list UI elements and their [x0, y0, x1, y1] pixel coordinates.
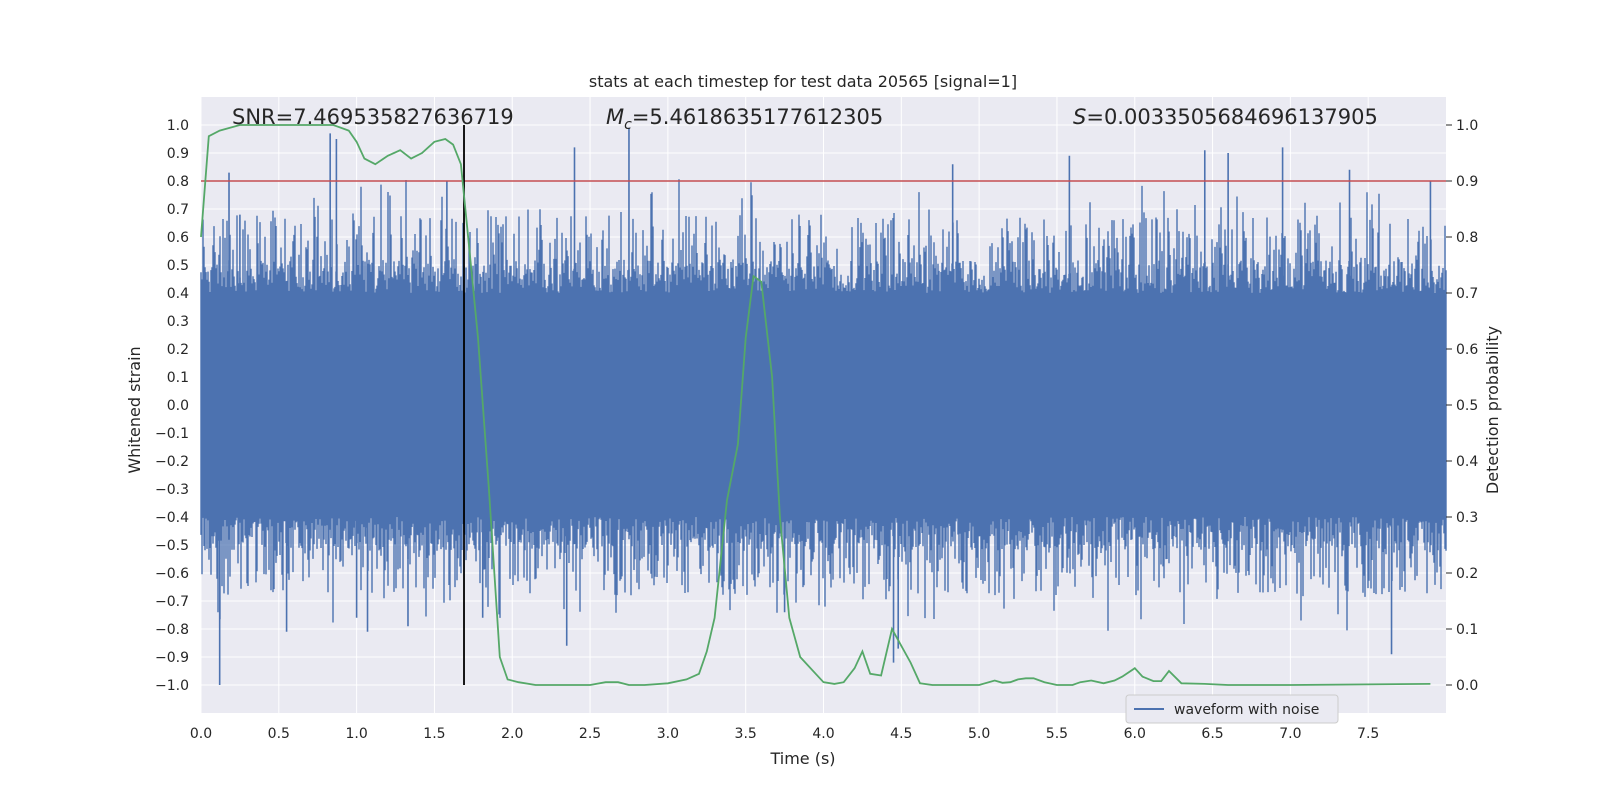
y-tick-label: −0.6: [155, 566, 189, 582]
y-tick-label: 0.4: [167, 286, 189, 302]
y-tick-label: −1.0: [155, 678, 189, 694]
x-tick-label: 4.5: [890, 726, 912, 742]
y-tick-label: 0.5: [167, 258, 189, 274]
x-tick-label: 5.5: [1046, 726, 1068, 742]
y2-tick-label: 0.8: [1456, 230, 1478, 246]
x-axis-ticks: 0.0 0.5 1.0 1.5 2.0 2.5 3.0 3.5 4.0 4.5 5.0 5.5 6.0 6…: [190, 726, 1379, 742]
x-tick-label: 0.0: [190, 726, 212, 742]
s-annotation: S=0.0033505684696137905: [1073, 105, 1378, 129]
y2-tick-label: 0.9: [1456, 174, 1478, 190]
y-tick-label: 0.7: [167, 202, 189, 218]
x-tick-label: 1.0: [345, 726, 367, 742]
y-tick-label: 0.8: [167, 174, 189, 190]
x-axis-label: Time (s): [769, 749, 835, 768]
x-tick-label: 6.0: [1124, 726, 1146, 742]
legend-box: [1125, 694, 1339, 724]
s-value: =0.0033505684696137905: [1086, 105, 1378, 129]
x-tick-label: 7.5: [1357, 726, 1379, 742]
y2-tick-label: 1.0: [1456, 118, 1478, 134]
y2-tick-label: 0.7: [1456, 286, 1478, 302]
chart-title: stats at each timestep for test data 205…: [589, 72, 1017, 91]
y-axis-label: Whitened strain: [125, 346, 144, 473]
x-tick-label: 2.0: [501, 726, 523, 742]
x-tick-label: 0.5: [268, 726, 290, 742]
y2-tick-label: 0.3: [1456, 510, 1478, 526]
x-tick-label: 3.0: [657, 726, 679, 742]
y2-tick-label: 0.4: [1456, 454, 1478, 470]
y2-tick-label: 0.6: [1456, 342, 1478, 358]
s-symbol: S: [1073, 105, 1086, 129]
y-tick-label: 0.1: [167, 370, 189, 386]
y-tick-label: −0.9: [155, 650, 189, 666]
chirp-mass-value: =5.4618635177612305: [632, 105, 883, 129]
x-tick-label: 1.5: [423, 726, 445, 742]
y-tick-label: −0.8: [155, 622, 189, 638]
x-tick-label: 3.5: [735, 726, 757, 742]
y-tick-label: 1.0: [167, 118, 189, 134]
y-tick-label: −0.7: [155, 594, 189, 610]
x-tick-label: 6.5: [1201, 726, 1223, 742]
y-tick-label: 0.0: [167, 398, 189, 414]
y-tick-label: 0.6: [167, 230, 189, 246]
snr-annotation: SNR=7.469535827636719: [232, 105, 514, 129]
chirp-mass-subscript: c: [624, 117, 632, 133]
y2-tick-label: 0.1: [1456, 622, 1478, 638]
y-tick-label: 0.2: [167, 342, 189, 358]
y2-tick-label: 0.5: [1456, 398, 1478, 414]
y-axis-ticks: 1.0 0.9 0.8 0.7 0.6 0.5 0.4 0.3 0.2 0.1 0.0 −0.1 −0.…: [155, 118, 189, 694]
chirp-mass-annotation: Mc=5.4618635177612305: [606, 105, 883, 133]
x-tick-label: 5.0: [968, 726, 990, 742]
chirp-mass-symbol: M: [606, 105, 624, 129]
waveform-body: [200, 179, 1447, 631]
x-tick-label: 4.0: [812, 726, 834, 742]
y-tick-label: −0.4: [155, 510, 189, 526]
x-tick-label: 2.5: [579, 726, 601, 742]
waveform-series: [200, 127, 1447, 685]
y2-tick-label: 0.0: [1456, 678, 1478, 694]
y2-axis-ticks: 1.0 0.9 0.8 0.7 0.6 0.5 0.4 0.3 0.2 0.1 0.0: [1446, 118, 1478, 694]
detection-probability-line: [200, 124, 1431, 686]
y-tick-label: 0.9: [167, 146, 189, 162]
y-tick-label: −0.3: [155, 482, 189, 498]
y2-tick-label: 0.2: [1456, 566, 1478, 582]
y-tick-label: −0.5: [155, 538, 189, 554]
legend-label: waveform with noise: [1174, 702, 1319, 718]
legend: waveform with noise: [1125, 694, 1339, 724]
x-tick-label: 7.0: [1279, 726, 1301, 742]
y-tick-label: −0.2: [155, 454, 189, 470]
y-tick-label: 0.3: [167, 314, 189, 330]
y-tick-label: −0.1: [155, 426, 189, 442]
y2-axis-label: Detection probability: [1483, 326, 1502, 494]
